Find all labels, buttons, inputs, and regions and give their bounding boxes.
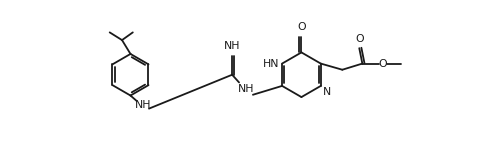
Text: N: N (323, 87, 331, 97)
Text: NH: NH (224, 41, 241, 51)
Text: NH: NH (238, 84, 254, 94)
Text: O: O (355, 34, 364, 44)
Text: O: O (297, 22, 306, 32)
Text: NH: NH (134, 100, 151, 110)
Text: HN: HN (263, 59, 280, 69)
Text: O: O (379, 59, 388, 69)
